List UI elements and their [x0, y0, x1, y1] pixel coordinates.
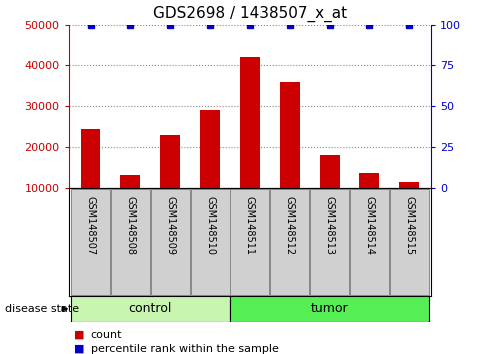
Bar	[240, 57, 260, 188]
FancyBboxPatch shape	[111, 189, 150, 295]
Text: GSM148512: GSM148512	[285, 196, 295, 255]
Text: GSM148510: GSM148510	[205, 196, 215, 255]
FancyBboxPatch shape	[310, 189, 349, 295]
Bar	[80, 129, 100, 188]
Text: ■: ■	[74, 330, 84, 339]
Text: GSM148514: GSM148514	[365, 196, 374, 255]
Text: GSM148509: GSM148509	[165, 196, 175, 255]
FancyBboxPatch shape	[230, 296, 429, 321]
Text: GSM148511: GSM148511	[245, 196, 255, 255]
Bar	[360, 173, 379, 188]
Bar	[200, 110, 220, 188]
Text: tumor: tumor	[311, 302, 348, 315]
FancyBboxPatch shape	[71, 189, 110, 295]
FancyBboxPatch shape	[350, 189, 389, 295]
Title: GDS2698 / 1438507_x_at: GDS2698 / 1438507_x_at	[153, 6, 347, 22]
Bar	[399, 182, 419, 188]
Text: ■: ■	[74, 344, 84, 354]
FancyBboxPatch shape	[390, 189, 429, 295]
Text: GSM148507: GSM148507	[86, 196, 96, 255]
Text: GSM148508: GSM148508	[125, 196, 135, 255]
Bar	[160, 135, 180, 188]
FancyBboxPatch shape	[151, 189, 190, 295]
Text: GSM148515: GSM148515	[404, 196, 414, 255]
Text: percentile rank within the sample: percentile rank within the sample	[91, 344, 278, 354]
Text: control: control	[128, 302, 172, 315]
FancyBboxPatch shape	[230, 189, 270, 295]
Text: disease state: disease state	[5, 304, 79, 314]
Bar	[121, 176, 140, 188]
FancyBboxPatch shape	[270, 189, 309, 295]
Text: GSM148513: GSM148513	[324, 196, 335, 255]
Bar	[280, 82, 300, 188]
FancyBboxPatch shape	[71, 296, 230, 321]
FancyBboxPatch shape	[191, 189, 230, 295]
Text: count: count	[91, 330, 122, 339]
Bar	[319, 155, 340, 188]
